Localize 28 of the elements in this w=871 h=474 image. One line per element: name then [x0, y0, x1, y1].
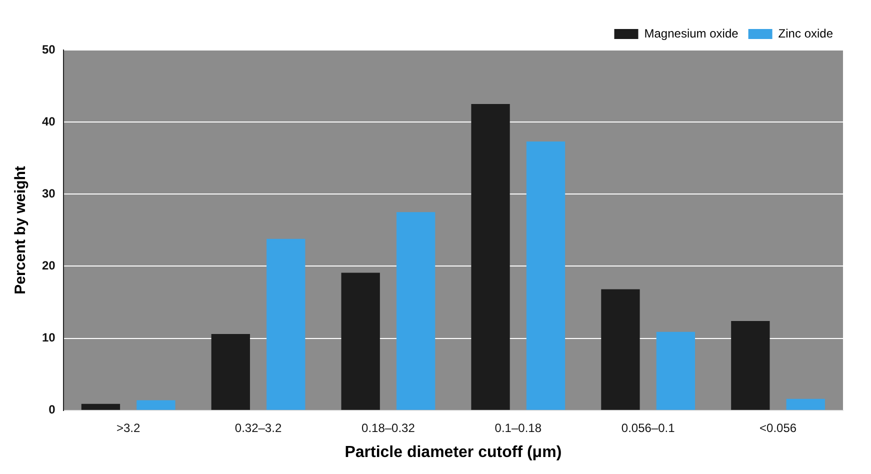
x-tick-label: <0.056 — [760, 420, 797, 435]
bar — [266, 238, 306, 410]
y-tick-label: 30 — [42, 186, 56, 200]
bar — [526, 142, 566, 410]
bar — [731, 321, 770, 410]
y-tick-label: 40 — [42, 114, 56, 128]
bar — [211, 334, 250, 410]
legend-label: Magnesium oxide — [644, 26, 739, 40]
bar — [786, 398, 825, 410]
bar — [136, 400, 176, 410]
bar — [341, 272, 380, 410]
x-tick-label: 0.1–0.18 — [494, 420, 542, 435]
y-tick-label: 20 — [42, 258, 56, 273]
x-tick-label: 0.056–0.1 — [621, 420, 676, 435]
bar — [81, 404, 120, 410]
y-tick-label: 50 — [42, 42, 56, 56]
y-tick-label: 0 — [48, 402, 56, 417]
bar — [396, 212, 436, 410]
bar — [471, 104, 510, 410]
x-axis-title: Particle diameter cutoff (μm) — [344, 444, 562, 461]
x-tick-label: >3.2 — [116, 420, 140, 435]
bar — [601, 289, 640, 410]
x-tick-label: 0.18–0.32 — [362, 420, 416, 435]
y-tick-label: 10 — [42, 330, 56, 345]
legend-label: Zinc oxide — [778, 26, 834, 40]
x-tick-label: 0.32–3.2 — [234, 420, 282, 435]
y-axis-title: Percent by weight — [12, 166, 30, 294]
bar — [656, 332, 696, 410]
